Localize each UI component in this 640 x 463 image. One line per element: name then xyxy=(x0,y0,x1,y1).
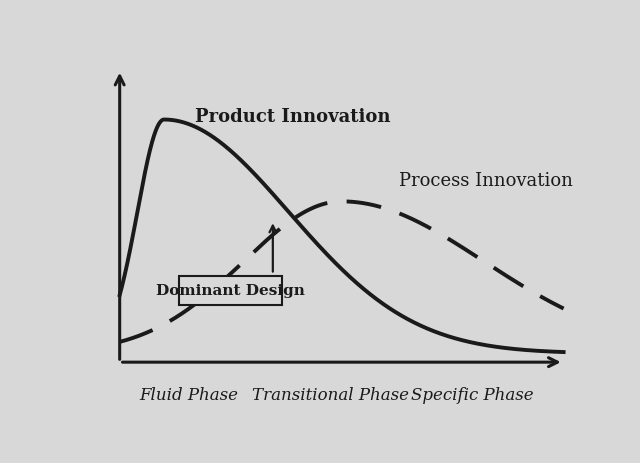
Text: Dominant Design: Dominant Design xyxy=(156,283,305,298)
Text: Specific Phase: Specific Phase xyxy=(412,387,534,404)
Text: Transitional Phase: Transitional Phase xyxy=(252,387,409,404)
Text: Product Innovation: Product Innovation xyxy=(195,107,390,125)
Text: Process Innovation: Process Innovation xyxy=(399,172,573,190)
Text: Fluid Phase: Fluid Phase xyxy=(139,387,238,404)
FancyBboxPatch shape xyxy=(179,275,282,306)
